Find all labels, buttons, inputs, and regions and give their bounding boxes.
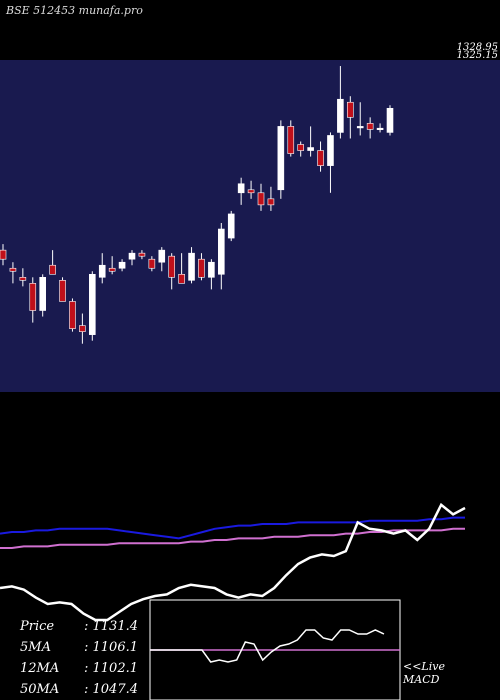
- stat-50ma: 50MA: 1047.4: [20, 682, 139, 697]
- candle-down: [366, 123, 374, 130]
- candle-down: [257, 192, 265, 206]
- candle-up: [376, 127, 384, 131]
- candle-down: [178, 273, 185, 284]
- macd-tag: <<Live MACD: [403, 660, 445, 686]
- macd-lines-group: [150, 629, 400, 663]
- macd-live-label: <<Live: [403, 660, 445, 673]
- candle-down: [267, 198, 275, 206]
- candle-down: [9, 267, 17, 272]
- stat-price: Price: 1131.4: [20, 619, 139, 634]
- candle-down: [49, 264, 56, 275]
- candle-up: [356, 126, 364, 129]
- candle-down: [198, 258, 205, 278]
- candle-up: [386, 107, 394, 133]
- ma-pink-line: [0, 527, 465, 549]
- candle-down: [108, 267, 116, 272]
- candle-up: [237, 183, 245, 194]
- ma-blue-line: [0, 516, 465, 540]
- candle-down: [69, 301, 76, 329]
- candlestick-panel: [0, 60, 500, 392]
- candle-down: [29, 283, 37, 311]
- price-label-1: 1328.95: [456, 42, 498, 53]
- candle-up: [158, 249, 166, 263]
- candle-up: [98, 264, 106, 278]
- candle-up: [337, 98, 344, 133]
- candle-up: [227, 213, 235, 239]
- candles-group: [0, 66, 394, 344]
- candle-up: [188, 252, 195, 281]
- candle-up: [327, 135, 334, 166]
- candle-down: [59, 280, 66, 302]
- candle-down: [247, 189, 255, 194]
- candle-down: [347, 101, 354, 118]
- candle-up: [218, 228, 225, 275]
- candle-up: [277, 126, 285, 191]
- candle-up: [118, 261, 126, 269]
- price-white-line: [0, 502, 466, 622]
- candle-up: [89, 273, 96, 335]
- candle-down: [287, 126, 295, 154]
- indicator-lines-group: [0, 502, 466, 622]
- stat-12ma: 12MA: 1102.1: [20, 661, 139, 676]
- price-label-2: 1325.15: [456, 50, 498, 61]
- stats-block: Price: 1131.4 5MA: 1106.1 12MA: 1102.1 5…: [20, 616, 138, 700]
- candle-up: [128, 252, 136, 260]
- stat-5ma: 5MA: 1106.1: [20, 640, 139, 655]
- candle-down: [138, 252, 146, 257]
- candle-down: [79, 325, 86, 332]
- candle-down: [148, 258, 156, 269]
- candle-up: [208, 261, 215, 278]
- chart-title: BSE 512453 munafa.pro: [6, 4, 143, 17]
- candle-down: [317, 150, 324, 166]
- candle-down: [0, 249, 7, 260]
- candle-up: [307, 147, 314, 151]
- macd-label: MACD: [403, 673, 440, 686]
- candle-down: [168, 255, 175, 278]
- candle-down: [297, 144, 304, 151]
- macd-line: [150, 629, 385, 663]
- candle-down: [19, 277, 27, 281]
- candle-up: [39, 277, 46, 311]
